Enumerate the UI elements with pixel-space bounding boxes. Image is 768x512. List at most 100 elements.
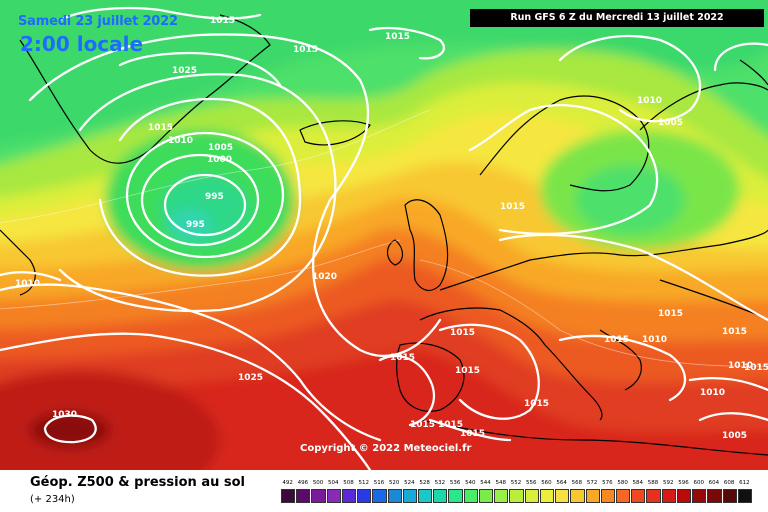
isobar-label: 1015 [455, 366, 480, 376]
isobar-label: 1005 [658, 118, 683, 128]
legend-color-swatch [494, 489, 509, 503]
isobar-label: 1010 [637, 96, 662, 106]
isobar-label: 1015 [210, 16, 235, 26]
isobar-label: 1020 [312, 272, 337, 282]
legend-tick-label: 552 [510, 480, 522, 486]
isobar-label: 1015 [722, 327, 747, 337]
isobar-label: 1005 [722, 431, 747, 441]
legend-color-swatch [433, 489, 448, 503]
isobar-label: 1030 [52, 410, 77, 420]
isobar-label: 1015 [385, 32, 410, 42]
legend-tick-label: 564 [556, 480, 567, 486]
legend-color-swatch [326, 489, 341, 503]
isobar-label: 1015 [293, 45, 318, 55]
legend-tick-label: 516 [373, 480, 385, 486]
isobar-label: 1010 [642, 335, 667, 345]
legend-tick-label: 588 [647, 480, 659, 486]
coastlines [0, 14, 768, 456]
legend-color-swatch [646, 489, 661, 503]
legend-color-swatch [722, 489, 737, 503]
map-footer: Géop. Z500 & pression au sol (+ 234h) 49… [0, 470, 768, 512]
isobar-label: 1015 [438, 420, 463, 430]
legend-color-swatch [387, 489, 402, 503]
legend-color-swatch [311, 489, 326, 503]
legend-tick-label: 604 [708, 480, 720, 486]
isobar-label: 1010 [15, 279, 40, 289]
legend-tick-label: 492 [282, 480, 293, 486]
isobar-label: 995 [186, 220, 205, 230]
legend-tick-label: 612 [739, 480, 750, 486]
legend-tick-label: 536 [449, 480, 461, 486]
legend-color-swatch [555, 489, 570, 503]
isobar-label: 1025 [238, 373, 263, 383]
legend-tick-label: 556 [525, 480, 537, 486]
legend-tick-label: 572 [586, 480, 598, 486]
legend-color-swatch [509, 489, 524, 503]
legend-color-swatch [707, 489, 722, 503]
legend-tick-label: 496 [297, 480, 309, 486]
legend-tick-label: 568 [571, 480, 583, 486]
isobar-label: 1010 [168, 136, 193, 146]
legend-color-swatch [570, 489, 585, 503]
legend-tick-label: 504 [328, 480, 339, 486]
legend-color-swatch [418, 489, 433, 503]
isobar-label: 1015 [148, 123, 173, 133]
isobar-label: 1010 [728, 361, 753, 371]
legend-tick-label: 508 [343, 480, 354, 486]
model-run-label: Run GFS 6 Z du Mercredi 13 juillet 2022 [470, 9, 764, 27]
forecast-date: Samedi 23 juillet 2022 [18, 14, 178, 29]
legend-color-swatch [281, 489, 296, 503]
isobar-label: 1015 [460, 429, 485, 439]
isobar-label: 1015 [390, 353, 415, 363]
isobar-label: 1015 [450, 328, 475, 338]
legend-tick-label: 548 [495, 480, 507, 486]
weather-map: 1030 1025 1025 1020 1015 1015 1015 1015 … [0, 0, 768, 470]
legend-tick-label: 520 [388, 480, 400, 486]
legend-tick-label: 580 [617, 480, 628, 486]
legend-color-swatch [737, 489, 752, 503]
legend-tick-label: 584 [632, 480, 644, 486]
isobar-label: 1015 [744, 363, 768, 373]
geopotential-field: 1030 1025 1025 1020 1015 1015 1015 1015 … [0, 0, 768, 470]
legend-tick-label: 576 [602, 480, 613, 486]
legend-tick-label: 524 [404, 480, 415, 486]
legend-tick-label: 596 [678, 480, 689, 486]
isobar-label: 995 [205, 192, 224, 202]
isobar-label: 1010 [700, 388, 725, 398]
legend-color-swatch [372, 489, 387, 503]
copyright: Copyright © 2022 Meteociel.fr [300, 443, 472, 454]
legend-color-swatch [676, 489, 692, 503]
map-title: Géop. Z500 & pression au sol [30, 475, 245, 490]
legend-color-swatch [524, 489, 539, 503]
isobar-label: 1005 [208, 143, 233, 153]
legend-tick-label: 512 [358, 480, 369, 486]
legend-tick-label: 540 [465, 480, 476, 486]
legend-tick-label: 500 [312, 480, 324, 486]
legend-tick-label: 532 [434, 480, 446, 486]
legend-tick-label: 528 [419, 480, 430, 486]
isobar-label: 1025 [172, 66, 197, 76]
legend-color-swatch [585, 489, 600, 503]
isobar-label: 1015 [524, 399, 549, 409]
legend-color-swatch [341, 489, 357, 503]
forecast-offset: (+ 234h) [30, 494, 75, 505]
isobar-label: 1000 [207, 155, 232, 165]
legend-tick-label: 560 [541, 480, 552, 486]
legend-tick-label: 600 [693, 480, 704, 486]
isobar-labels: 1030 1025 1025 1020 1015 1015 1015 1015 … [15, 16, 768, 441]
legend-tick-label: 544 [480, 480, 491, 486]
legend-color-swatch [600, 489, 615, 503]
legend-color-swatch [463, 489, 478, 503]
legend-color-swatch [692, 489, 707, 503]
isobar-label: 1015 [658, 309, 683, 319]
isobar-label: 1015 [410, 420, 435, 430]
color-scale-legend: 492 496 500 504 508 512 516 520 524 528 532 536 540 5… [280, 480, 752, 508]
isobar-label: 1015 [604, 335, 629, 345]
forecast-local-time: 2:00 locale [20, 32, 144, 56]
legend-color-swatch [448, 489, 463, 503]
legend-color-swatch [402, 489, 418, 503]
legend-color-swatch [631, 489, 646, 503]
legend-color-swatch [615, 489, 631, 503]
legend-color-swatch [357, 489, 372, 503]
legend-color-swatch [296, 489, 311, 503]
